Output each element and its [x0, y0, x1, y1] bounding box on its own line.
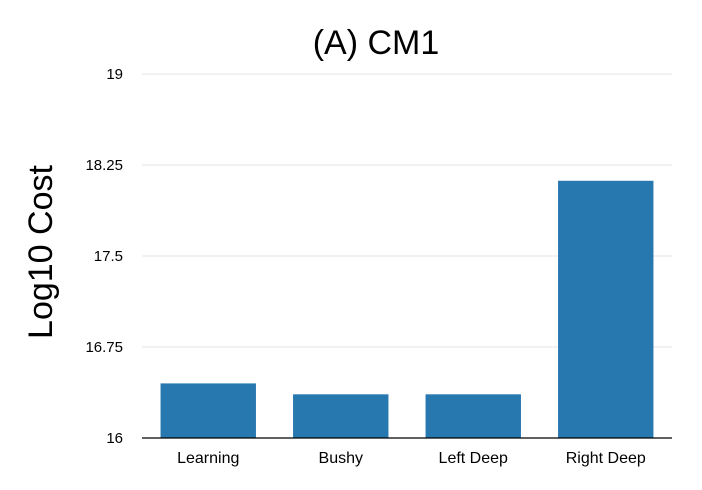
y-tick-label: 16: [106, 430, 123, 447]
y-axis-label: Log10 Cost: [22, 164, 60, 338]
bar: [160, 383, 256, 438]
chart-title: (A) CM1: [313, 24, 440, 62]
x-tick-label: Right Deep: [566, 450, 646, 467]
y-tick-label: 17.5: [94, 248, 123, 265]
bar: [425, 394, 521, 438]
x-tick-label: Left Deep: [439, 450, 508, 467]
y-tick-label: 19: [106, 66, 123, 83]
x-tick-label: Bushy: [319, 450, 363, 467]
bar: [558, 180, 654, 439]
x-tick-label: Learning: [177, 450, 239, 467]
y-tick-labels: 16 16.75 17.5 18.25 19: [85, 66, 123, 447]
y-tick-label: 16.75: [85, 339, 123, 356]
bars: [160, 180, 654, 439]
y-tick-label: 18.25: [85, 157, 123, 174]
bar: [293, 394, 389, 438]
category-labels: Learning Bushy Left Deep Right Deep: [177, 450, 646, 467]
